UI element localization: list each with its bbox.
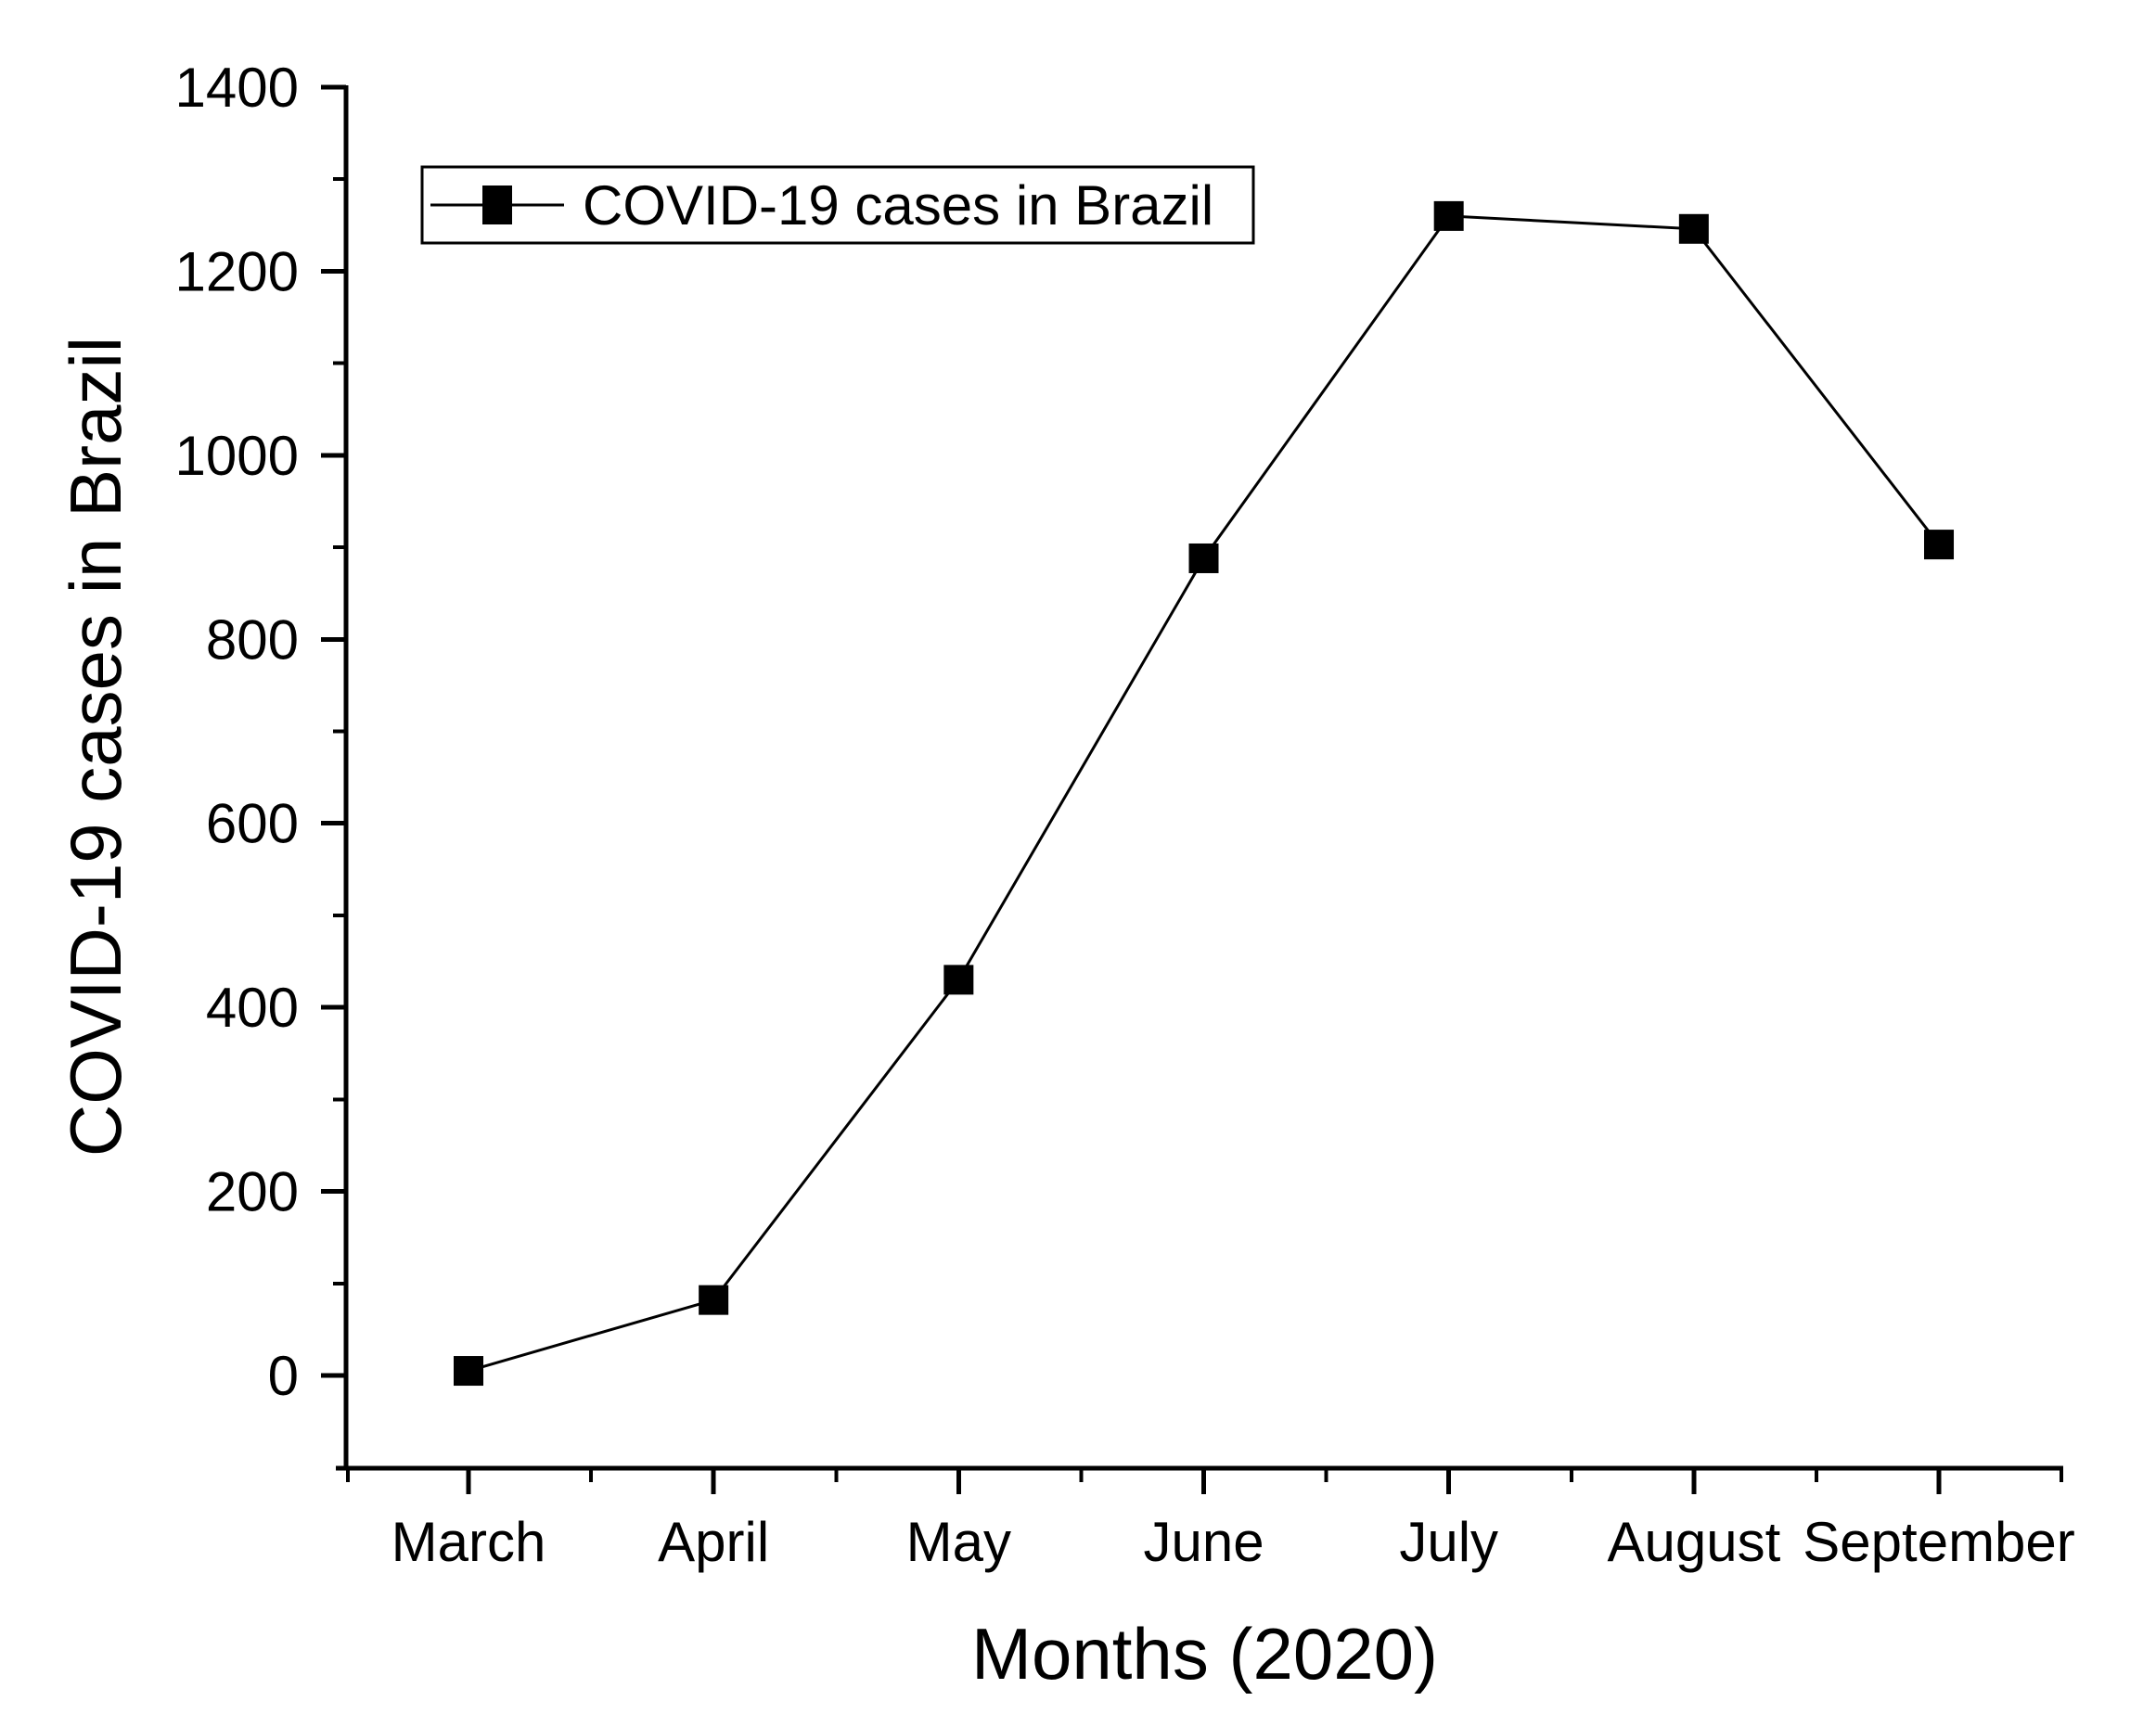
x-tick-label: June xyxy=(1143,1511,1264,1573)
x-axis-tick-labels: March April May June July August September xyxy=(391,1511,2075,1573)
y-tick-label: 1000 xyxy=(175,425,299,487)
legend-entry-label: COVID-19 cases in Brazil xyxy=(583,174,1213,237)
data-point-june xyxy=(1188,543,1219,573)
y-tick-label: 400 xyxy=(206,977,299,1039)
y-tick-label: 1400 xyxy=(175,57,299,119)
series-line xyxy=(468,214,1941,1373)
data-point-may xyxy=(943,965,974,995)
x-axis-ticks xyxy=(346,1468,2063,1494)
x-tick-label: August xyxy=(1607,1511,1780,1573)
y-axis-tick-labels: 0 200 400 600 800 1000 1200 1400 xyxy=(175,57,299,1407)
data-series xyxy=(454,200,1955,1387)
x-tick-label: May xyxy=(906,1511,1011,1573)
y-axis-title: COVID-19 cases in Brazil xyxy=(55,337,136,1157)
legend: COVID-19 cases in Brazil xyxy=(420,165,1255,245)
y-tick-label: 200 xyxy=(206,1161,299,1223)
data-point-july xyxy=(1433,200,1464,231)
x-tick-label: March xyxy=(391,1511,546,1573)
data-point-march xyxy=(454,1356,483,1387)
x-tick-label: September xyxy=(1803,1511,2075,1573)
y-tick-label: 800 xyxy=(206,608,299,671)
y-axis-ticks xyxy=(321,84,346,1378)
x-tick-label: July xyxy=(1399,1511,1498,1573)
axes xyxy=(336,85,2063,1471)
data-point-september xyxy=(1924,530,1955,560)
x-tick-label: April xyxy=(658,1511,769,1573)
y-tick-label: 600 xyxy=(206,793,299,855)
data-point-august xyxy=(1678,213,1709,244)
y-tick-label: 0 xyxy=(268,1345,299,1407)
x-axis-title: Months (2020) xyxy=(971,1613,1438,1695)
y-tick-label: 1200 xyxy=(175,240,299,302)
legend-marker-icon xyxy=(482,185,512,224)
data-point-april xyxy=(699,1285,729,1315)
